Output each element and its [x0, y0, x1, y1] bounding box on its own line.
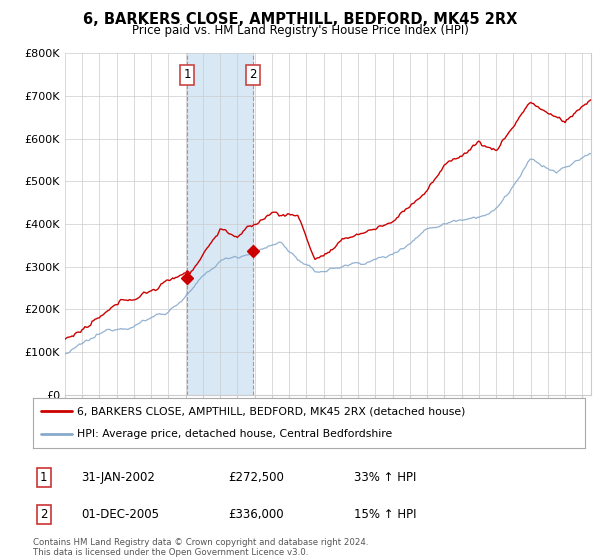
Text: 1: 1 — [40, 470, 47, 484]
Text: 2: 2 — [40, 507, 47, 521]
Text: Price paid vs. HM Land Registry's House Price Index (HPI): Price paid vs. HM Land Registry's House … — [131, 24, 469, 37]
Text: Contains HM Land Registry data © Crown copyright and database right 2024.
This d: Contains HM Land Registry data © Crown c… — [33, 538, 368, 557]
Text: 33% ↑ HPI: 33% ↑ HPI — [354, 470, 416, 484]
Text: 6, BARKERS CLOSE, AMPTHILL, BEDFORD, MK45 2RX: 6, BARKERS CLOSE, AMPTHILL, BEDFORD, MK4… — [83, 12, 517, 27]
Text: 31-JAN-2002: 31-JAN-2002 — [81, 470, 155, 484]
Bar — [187, 53, 253, 395]
Text: 15% ↑ HPI: 15% ↑ HPI — [354, 507, 416, 521]
Text: £336,000: £336,000 — [228, 507, 284, 521]
Text: 01-DEC-2005: 01-DEC-2005 — [81, 507, 159, 521]
Text: HPI: Average price, detached house, Central Bedfordshire: HPI: Average price, detached house, Cent… — [77, 430, 392, 440]
Text: 1: 1 — [183, 68, 191, 81]
Text: 2: 2 — [250, 68, 257, 81]
Text: 6, BARKERS CLOSE, AMPTHILL, BEDFORD, MK45 2RX (detached house): 6, BARKERS CLOSE, AMPTHILL, BEDFORD, MK4… — [77, 406, 466, 416]
Text: £272,500: £272,500 — [228, 470, 284, 484]
